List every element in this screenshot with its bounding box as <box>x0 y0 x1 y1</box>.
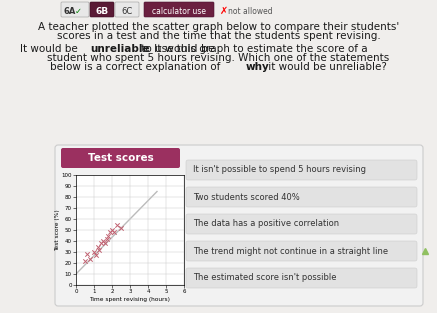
Text: ✗: ✗ <box>220 6 228 16</box>
Point <box>100 239 107 244</box>
Text: Two students scored 40%: Two students scored 40% <box>193 192 300 202</box>
Point <box>105 233 112 238</box>
FancyBboxPatch shape <box>144 2 214 17</box>
FancyBboxPatch shape <box>115 2 139 17</box>
Point <box>94 244 101 249</box>
Text: It would be: It would be <box>20 44 81 54</box>
FancyBboxPatch shape <box>186 187 417 207</box>
FancyBboxPatch shape <box>186 241 417 261</box>
Point <box>118 225 125 230</box>
Point <box>92 253 99 258</box>
Text: to use this graph to estimate the score of a: to use this graph to estimate the score … <box>138 44 368 54</box>
Point <box>110 230 117 235</box>
Text: why: why <box>246 62 270 72</box>
Text: student who spent 5 hours revising. Which one of the statements: student who spent 5 hours revising. Whic… <box>47 53 390 63</box>
Y-axis label: Test score (%): Test score (%) <box>55 209 60 251</box>
Point <box>96 247 103 252</box>
Point <box>87 256 94 261</box>
Point <box>82 258 89 263</box>
FancyBboxPatch shape <box>90 2 114 17</box>
Text: scores in a test and the time that the students spent revising.: scores in a test and the time that the s… <box>57 31 380 41</box>
Text: The trend might not continue in a straight line: The trend might not continue in a straig… <box>193 247 388 255</box>
FancyBboxPatch shape <box>61 2 89 17</box>
Point <box>98 241 105 246</box>
Point <box>108 228 115 233</box>
Text: below is a correct explanation of: below is a correct explanation of <box>50 62 224 72</box>
X-axis label: Time spent revising (hours): Time spent revising (hours) <box>90 297 170 302</box>
Text: It would be: It would be <box>154 44 218 54</box>
FancyBboxPatch shape <box>55 145 423 306</box>
Point <box>107 230 114 235</box>
Text: 6C: 6C <box>121 7 132 16</box>
Text: A teacher plotted the scatter graph below to compare their students': A teacher plotted the scatter graph belo… <box>38 22 399 32</box>
Point <box>90 249 97 254</box>
FancyBboxPatch shape <box>186 268 417 288</box>
Point <box>103 236 110 241</box>
Text: The estimated score isn't possible: The estimated score isn't possible <box>193 274 336 283</box>
Text: unreliable: unreliable <box>90 44 149 54</box>
Text: 6A: 6A <box>64 7 76 16</box>
Text: ✓: ✓ <box>74 7 81 16</box>
Text: it would be unreliable?: it would be unreliable? <box>265 62 387 72</box>
Text: The data has a positive correlation: The data has a positive correlation <box>193 219 339 228</box>
Text: Test scores: Test scores <box>88 153 153 163</box>
Text: not allowed: not allowed <box>228 7 273 16</box>
Text: It isn't possible to spend 5 hours revising: It isn't possible to spend 5 hours revis… <box>193 166 366 175</box>
Text: calculator use: calculator use <box>152 7 206 16</box>
Point <box>114 222 121 227</box>
Point <box>101 241 108 246</box>
Point <box>83 252 90 257</box>
FancyBboxPatch shape <box>61 148 180 168</box>
FancyBboxPatch shape <box>186 160 417 180</box>
FancyBboxPatch shape <box>186 214 417 234</box>
Text: 6B: 6B <box>95 7 108 16</box>
